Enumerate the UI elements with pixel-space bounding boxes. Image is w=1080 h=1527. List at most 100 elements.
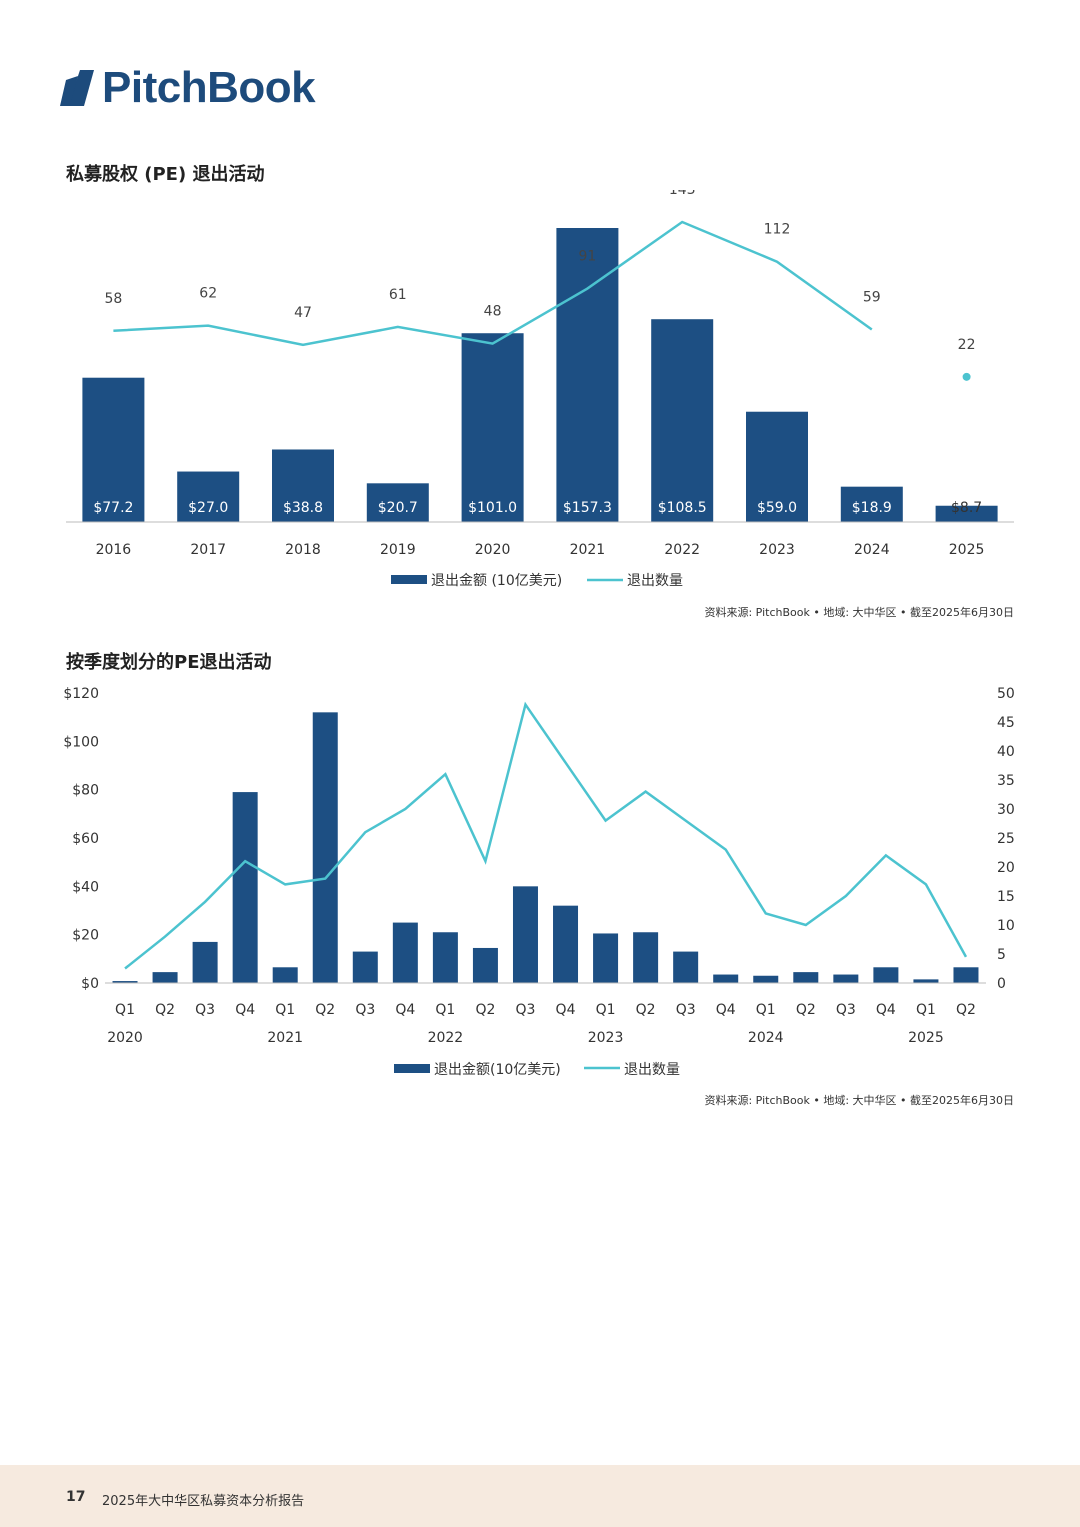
year-label-2022: 2022 xyxy=(428,1030,464,1046)
left-tick-0: $0 xyxy=(81,976,99,992)
chart2-source: 资料来源: PitchBook • 地域: 大中华区 • 截至2025年6月30… xyxy=(704,1094,1014,1107)
bar-label-2022: $108.5 xyxy=(658,500,707,516)
bar-q20 xyxy=(873,967,899,983)
bar-q4 xyxy=(232,792,258,983)
exit-count-line xyxy=(113,220,873,347)
legend-line-label: 退出数量 xyxy=(624,1062,680,1078)
bar-label-2024: $18.9 xyxy=(852,500,892,516)
right-tick-1: 5 xyxy=(997,947,1006,963)
bar-q10 xyxy=(472,947,498,983)
right-tick-9: 45 xyxy=(997,715,1015,731)
left-tick-6: $120 xyxy=(63,686,99,702)
bar-q15 xyxy=(673,951,699,983)
quarter-tick-6: Q2 xyxy=(315,1002,335,1018)
quarter-tick-20: Q4 xyxy=(876,1002,896,1018)
bar-q6 xyxy=(312,712,338,983)
page-footer: 17 2025年大中华区私募资本分析报告 xyxy=(0,1465,1080,1527)
bar-q12 xyxy=(553,905,579,983)
quarter-tick-19: Q3 xyxy=(836,1002,856,1018)
left-tick-5: $100 xyxy=(63,734,99,750)
x-tick-2019: 2019 xyxy=(380,542,416,558)
quarter-tick-21: Q1 xyxy=(916,1002,936,1018)
right-tick-7: 35 xyxy=(997,773,1015,789)
quarter-tick-12: Q4 xyxy=(556,1002,576,1018)
legend-bar-label: 退出金额(10亿美元) xyxy=(434,1062,561,1078)
x-tick-2017: 2017 xyxy=(190,542,226,558)
quarterly-exits-chart: $0$20$40$60$80$100$120051015202530354045… xyxy=(63,686,1015,1078)
logo-text: PitchBook xyxy=(102,63,316,112)
count-label-2020: 48 xyxy=(484,304,502,320)
count-label-2018: 47 xyxy=(294,305,312,321)
bar-q9 xyxy=(432,932,458,983)
quarter-tick-11: Q3 xyxy=(516,1002,536,1018)
legend-bar-label: 退出金额 (10亿美元) xyxy=(431,573,562,589)
bar-2019 xyxy=(366,483,429,522)
bar-2017 xyxy=(177,471,240,522)
right-tick-0: 0 xyxy=(997,976,1006,992)
quarter-tick-2: Q2 xyxy=(155,1002,175,1018)
left-tick-3: $60 xyxy=(72,831,99,847)
right-tick-2: 10 xyxy=(997,918,1015,934)
bar-2023 xyxy=(746,411,808,522)
right-tick-10: 50 xyxy=(997,686,1015,702)
x-tick-2018: 2018 xyxy=(285,542,321,558)
year-label-2020: 2020 xyxy=(107,1030,143,1046)
bar-q1 xyxy=(112,981,138,983)
count-label-2016: 58 xyxy=(104,291,122,307)
chart1-title: 私募股权 (PE) 退出活动 xyxy=(66,164,265,185)
bar-2021 xyxy=(556,228,619,522)
count-label-2023: 112 xyxy=(764,222,791,238)
quarter-tick-16: Q4 xyxy=(716,1002,736,1018)
bar-q7 xyxy=(352,951,378,983)
x-tick-2024: 2024 xyxy=(854,542,890,558)
bar-q2 xyxy=(152,972,178,983)
quarter-tick-17: Q1 xyxy=(756,1002,776,1018)
bar-q16 xyxy=(713,974,739,983)
bar-q11 xyxy=(512,886,538,983)
count-label-2021: 91 xyxy=(578,249,596,265)
count-label-2024: 59 xyxy=(863,289,881,305)
report-title: 2025年大中华区私募资本分析报告 xyxy=(102,1494,305,1509)
quarter-tick-3: Q3 xyxy=(195,1002,215,1018)
quarter-tick-10: Q2 xyxy=(475,1002,495,1018)
year-label-2024: 2024 xyxy=(748,1030,784,1046)
bar-q22 xyxy=(953,967,979,983)
bar-q17 xyxy=(753,975,779,983)
right-tick-5: 25 xyxy=(997,831,1015,847)
quarter-tick-1: Q1 xyxy=(115,1002,135,1018)
chart1-source: 资料来源: PitchBook • 地域: 大中华区 • 截至2025年6月30… xyxy=(704,606,1014,619)
bar-label-2023: $59.0 xyxy=(757,500,797,516)
bar-2016 xyxy=(82,377,145,522)
count-label-2019: 61 xyxy=(389,287,407,303)
quarter-tick-9: Q1 xyxy=(435,1002,455,1018)
bar-label-2021: $157.3 xyxy=(563,500,612,516)
count-label-2017: 62 xyxy=(199,286,217,302)
bar-label-2020: $101.0 xyxy=(468,500,517,516)
bar-label-2025: $8.7 xyxy=(951,500,982,516)
bar-2018 xyxy=(272,449,334,522)
left-tick-1: $20 xyxy=(72,928,99,944)
pitchbook-logo: PitchBook xyxy=(58,62,316,114)
quarter-tick-13: Q1 xyxy=(596,1002,616,1018)
count-label-2025: 22 xyxy=(958,337,976,353)
chart2-title: 按季度划分的PE退出活动 xyxy=(66,652,272,673)
legend-line-label: 退出数量 xyxy=(627,573,683,589)
quarter-tick-18: Q2 xyxy=(796,1002,816,1018)
bar-q18 xyxy=(793,972,819,983)
page-number: 17 xyxy=(66,1489,86,1505)
right-tick-3: 15 xyxy=(997,889,1015,905)
right-tick-8: 40 xyxy=(997,744,1015,760)
bar-q19 xyxy=(833,974,859,983)
year-label-2025: 2025 xyxy=(908,1030,944,1046)
x-tick-2022: 2022 xyxy=(664,542,700,558)
exit-count-point-2025 xyxy=(962,372,971,381)
x-tick-2020: 2020 xyxy=(475,542,511,558)
bar-label-2019: $20.7 xyxy=(378,500,418,516)
bar-label-2017: $27.0 xyxy=(188,500,228,516)
legend-bar-swatch xyxy=(394,1064,430,1073)
bar-2025 xyxy=(935,505,998,522)
x-tick-2025: 2025 xyxy=(949,542,985,558)
sail-logo-icon xyxy=(60,70,94,106)
bar-q14 xyxy=(633,932,659,983)
quarter-tick-7: Q3 xyxy=(355,1002,375,1018)
